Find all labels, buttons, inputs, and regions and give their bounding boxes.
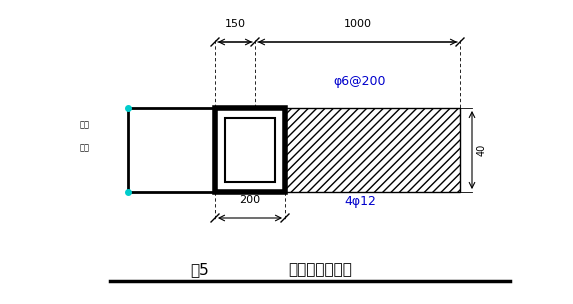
Text: 40: 40 [477, 144, 487, 156]
Text: 1000: 1000 [343, 19, 371, 29]
Text: 150: 150 [225, 19, 245, 29]
Bar [225, 118, 275, 182]
Text: 建筑: 建筑 [80, 143, 90, 153]
Bar [215, 108, 460, 192]
Text: 墙端构造柱详图: 墙端构造柱详图 [288, 262, 352, 278]
Bar [215, 108, 285, 192]
Text: 迎炉: 迎炉 [80, 120, 90, 130]
Text: 图5: 图5 [191, 262, 209, 278]
Text: φ6@200: φ6@200 [333, 75, 386, 88]
Text: 4φ12: 4φ12 [344, 195, 376, 209]
Text: 200: 200 [240, 195, 261, 205]
